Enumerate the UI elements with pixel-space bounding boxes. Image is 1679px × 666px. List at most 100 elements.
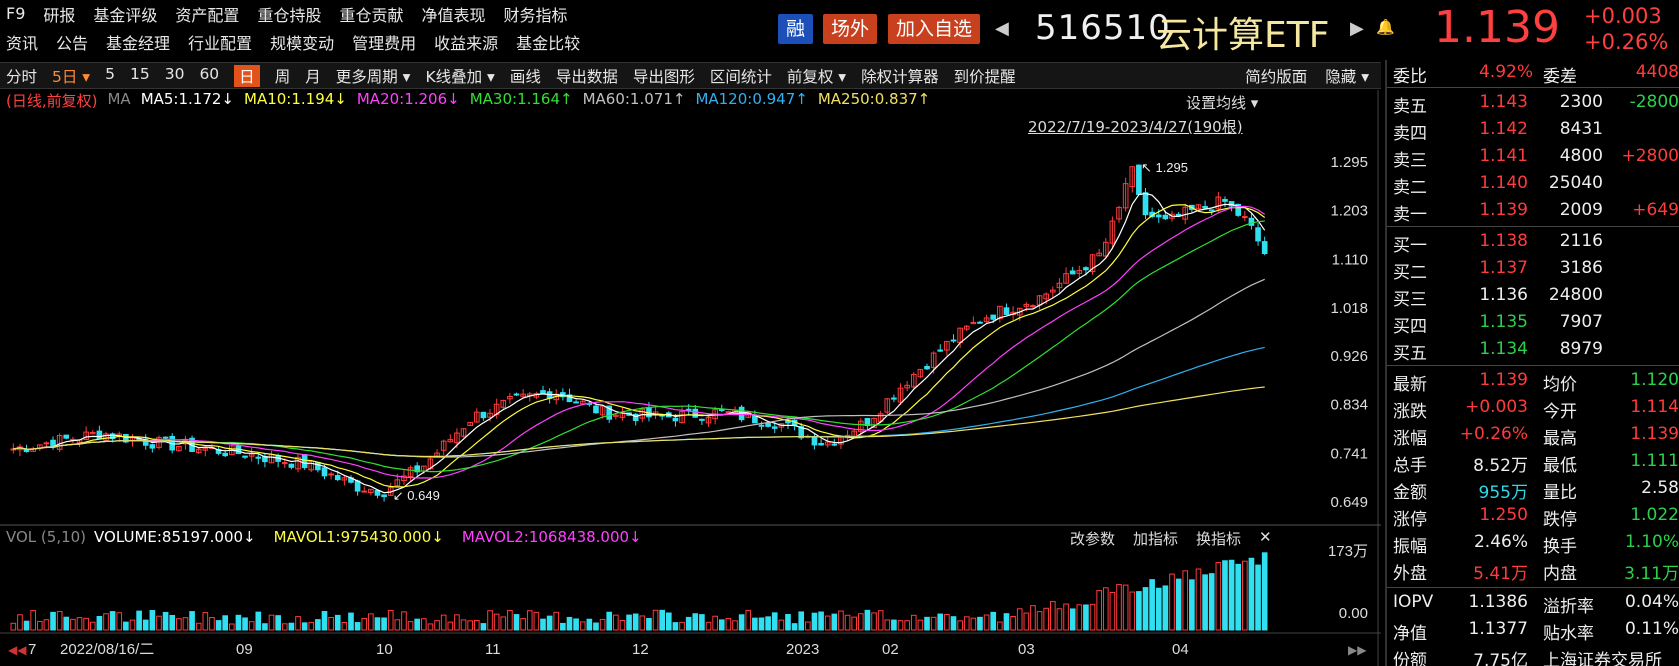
toolbar-item[interactable]: 月 xyxy=(305,67,321,86)
candle-body xyxy=(765,422,771,427)
volume-bar xyxy=(420,618,427,631)
panel-cell: 量比 xyxy=(1543,483,1577,503)
menu1-item[interactable]: 研报 xyxy=(43,5,76,25)
toolbar-item[interactable]: 前复权 ▾ xyxy=(786,67,847,86)
candle-body xyxy=(963,325,970,330)
toolbar-item[interactable]: 5日 ▾ xyxy=(52,67,91,86)
menu2-item[interactable]: 资讯 xyxy=(6,33,39,53)
switch-indicator-button[interactable]: 换指标 xyxy=(1196,530,1242,548)
margin-badge[interactable]: 融 xyxy=(778,14,814,44)
menu1-item[interactable]: 基金评级 xyxy=(93,5,158,25)
volume-bar xyxy=(1063,603,1069,631)
volume-bar xyxy=(639,615,646,631)
add-favorite-button[interactable]: 加入自选 xyxy=(888,14,981,44)
menu1-item[interactable]: F9 xyxy=(6,4,26,23)
panel-cell: 买一 xyxy=(1393,236,1427,256)
chart-mode-label: (日线,前复权) xyxy=(6,92,98,110)
volume-bar xyxy=(136,610,142,631)
volume-bar xyxy=(990,611,997,631)
toolbar-item[interactable]: 分时 xyxy=(6,67,38,86)
volume-bar xyxy=(1129,591,1136,631)
volume-bar xyxy=(321,611,328,631)
candle-body xyxy=(301,454,308,469)
candle-body xyxy=(1056,282,1063,289)
toolbar-item[interactable]: 5 xyxy=(105,64,115,83)
vol-label: VOL (5,10) xyxy=(6,528,87,546)
edit-params-button[interactable]: 改参数 xyxy=(1070,530,1116,548)
bell-icon[interactable]: 🔔 xyxy=(1376,18,1395,36)
toolbar-item[interactable]: 更多周期 ▾ xyxy=(335,67,411,86)
panel-cell: 换手 xyxy=(1543,537,1577,557)
menu1-item[interactable]: 资产配置 xyxy=(175,5,240,25)
menu2-item[interactable]: 基金经理 xyxy=(106,33,171,53)
toolbar-item[interactable]: 周 xyxy=(274,67,291,86)
toolbar-item[interactable]: 到价提醒 xyxy=(953,67,1016,86)
triangle-right-icon[interactable]: ▶ xyxy=(1350,18,1364,39)
otc-button[interactable]: 场外 xyxy=(823,14,878,44)
candle-body xyxy=(593,405,599,414)
toolbar-item[interactable]: 画线 xyxy=(509,67,541,86)
ask-volume: 25040 xyxy=(1548,173,1603,193)
ma250-line xyxy=(13,386,1265,458)
candle-body xyxy=(288,463,295,468)
candle-body xyxy=(328,473,334,476)
menu2-item[interactable]: 规模变动 xyxy=(270,33,335,53)
volume-bar xyxy=(1162,585,1169,631)
hide-button[interactable]: 隐藏 ▾ xyxy=(1325,67,1369,86)
panel-cell: 1.1386 xyxy=(1468,592,1528,612)
candle-body xyxy=(891,397,897,400)
menu2-item[interactable]: 行业配置 xyxy=(188,33,253,53)
candle-body xyxy=(513,393,520,396)
volume-bar xyxy=(745,609,752,631)
toolbar-item[interactable]: K线叠加 ▾ xyxy=(425,67,495,86)
toolbar-item[interactable]: 导出数据 xyxy=(555,67,618,86)
menu2-item[interactable]: 管理费用 xyxy=(352,33,417,53)
panel-cell: 委差 xyxy=(1543,67,1577,87)
candle-body xyxy=(910,374,917,388)
menu1-item[interactable]: 重仓贡献 xyxy=(339,5,404,25)
triangle-left-icon[interactable]: ◀ xyxy=(995,18,1009,39)
toolbar-item[interactable]: 除权计算器 xyxy=(861,67,939,86)
simple-layout-button[interactable]: 简约版面 xyxy=(1245,67,1308,86)
toolbar-item[interactable]: 日 xyxy=(234,64,260,87)
toolbar-item[interactable]: 15 xyxy=(129,64,150,83)
volume-bar xyxy=(341,622,348,631)
set-ma-button[interactable]: 设置均线 ▾ xyxy=(1186,94,1259,112)
menu1-item[interactable]: 财务指标 xyxy=(503,5,568,25)
volume-bar xyxy=(1175,578,1182,631)
ask-row: 卖四 1.142 8431 xyxy=(1393,117,1679,144)
toolbar-item[interactable]: 导出图形 xyxy=(632,67,695,86)
menu2-item[interactable]: 公告 xyxy=(56,33,89,53)
candle-body xyxy=(83,431,89,440)
volume-bar xyxy=(275,615,281,631)
candle-body xyxy=(1076,270,1083,274)
toolbar-item[interactable]: 30 xyxy=(164,64,185,83)
volume-bar xyxy=(255,611,262,631)
toolbar-item[interactable]: 60 xyxy=(199,64,220,83)
candle-body xyxy=(1242,216,1248,219)
volume-bar xyxy=(407,621,414,631)
add-indicator-button[interactable]: 加指标 xyxy=(1133,530,1179,548)
close-icon[interactable]: ✕ xyxy=(1259,528,1272,546)
volume-bar xyxy=(606,611,613,631)
panel-cell: IOPV xyxy=(1393,592,1434,612)
volume-bar xyxy=(586,618,593,631)
volume-bar xyxy=(613,614,619,631)
menu2-item[interactable]: 收益来源 xyxy=(434,33,499,53)
kline-chart[interactable]: 1.295 1.203 1.110 1.018 0.926 0.834 0.741 0.649… xyxy=(0,90,1381,666)
bid-row: 买三 1.136 24800 xyxy=(1393,283,1679,310)
menu2-item[interactable]: 基金比较 xyxy=(516,33,581,53)
toolbar-item[interactable]: 区间统计 xyxy=(709,67,772,86)
menu1-item[interactable]: 净值表现 xyxy=(421,5,486,25)
candle-body xyxy=(1043,293,1050,300)
menu1-item[interactable]: 重仓持股 xyxy=(257,5,322,25)
volume-bar xyxy=(533,611,540,631)
nav-row: 净值 1.1377 贴水率 0.11% xyxy=(1393,617,1679,644)
bid-row: 买四 1.135 7907 xyxy=(1393,310,1679,337)
candle-body xyxy=(500,399,507,408)
mavol1-value: MAVOL1:975430.000↓ xyxy=(273,528,444,546)
stat-row: 涨幅 +0.26% 最高 1.139 xyxy=(1393,422,1679,449)
volume-bar xyxy=(778,619,785,631)
ask-price: 1.141 xyxy=(1479,146,1528,166)
candle-body xyxy=(467,421,473,427)
